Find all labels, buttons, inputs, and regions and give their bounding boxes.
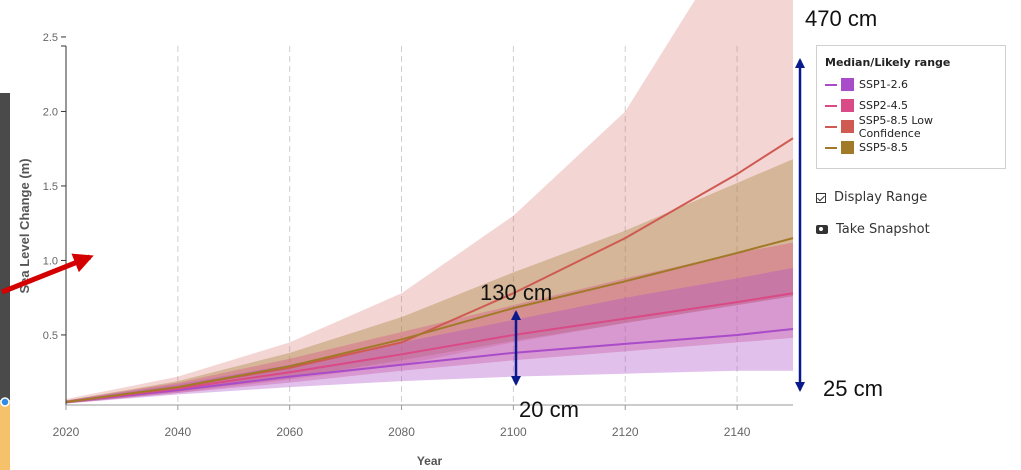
legend: Median/Likely range SSP1-2.6 SSP2-4.5 SS… bbox=[816, 45, 1006, 169]
legend-label: SSP5-8.5 Low Confidence bbox=[858, 113, 933, 140]
y-tick-label: 2.5 bbox=[43, 32, 58, 44]
edge-dot bbox=[0, 397, 10, 407]
annotation-130cm: 130 cm bbox=[480, 280, 553, 305]
legend-line bbox=[825, 104, 837, 107]
checkbox-checked-icon bbox=[816, 192, 826, 203]
range-band-3 bbox=[66, 159, 793, 404]
legend-line bbox=[825, 83, 837, 86]
legend-label: SSP2-4.5 bbox=[859, 99, 909, 112]
annotation-20cm: 20 cm bbox=[519, 397, 579, 422]
take-snapshot-button[interactable]: Take Snapshot bbox=[816, 222, 930, 237]
left-edge-strip bbox=[0, 0, 10, 470]
take-snapshot-label: Take Snapshot bbox=[836, 222, 930, 237]
x-tick-label: 2080 bbox=[388, 425, 415, 439]
x-axis-label: Year bbox=[417, 454, 443, 468]
legend-swatch bbox=[841, 141, 854, 154]
y-tick-label: 1.5 bbox=[43, 181, 58, 193]
annotation-470cm: 470 cm bbox=[805, 6, 878, 31]
legend-item-ssp2-4-5[interactable]: SSP2-4.5 bbox=[825, 95, 997, 116]
x-tick-label: 2060 bbox=[276, 425, 303, 439]
x-tick-label: 2120 bbox=[612, 425, 639, 439]
y-axis-label: Sea Level Change (m) bbox=[17, 158, 32, 293]
legend-item-ssp5-8-5[interactable]: SSP5-8.5 bbox=[825, 137, 997, 158]
median-line-1 bbox=[65, 292, 794, 403]
x-tick-label: 2040 bbox=[164, 425, 191, 439]
range-band-2 bbox=[66, 0, 793, 404]
y-tick-label: 1.0 bbox=[43, 255, 58, 267]
legend-label: SSP5-8.5 bbox=[859, 141, 909, 154]
legend-item-ssp1-2-6[interactable]: SSP1-2.6 bbox=[825, 74, 997, 95]
y-tick-label: 2.0 bbox=[43, 106, 58, 118]
annotation-25cm: 25 cm bbox=[823, 376, 883, 401]
x-tick-label: 2100 bbox=[500, 425, 527, 439]
median-line-0 bbox=[65, 327, 794, 403]
pointer-arrow bbox=[1, 253, 94, 295]
x-tick-label: 2140 bbox=[724, 425, 751, 439]
legend-line bbox=[825, 146, 837, 149]
legend-item-ssp5-8-5-low-confidence[interactable]: SSP5-8.5 Low Confidence bbox=[825, 113, 997, 140]
camera-icon bbox=[816, 225, 828, 234]
legend-title: Median/Likely range bbox=[825, 56, 951, 69]
display-range-label: Display Range bbox=[834, 190, 928, 205]
legend-swatch bbox=[841, 78, 854, 91]
legend-swatch bbox=[840, 120, 854, 133]
y-tick-label: 0.5 bbox=[43, 330, 58, 342]
legend-label: SSP1-2.6 bbox=[859, 78, 909, 91]
x-tick-label: 2020 bbox=[53, 425, 80, 439]
legend-swatch bbox=[841, 99, 854, 112]
range-band-0 bbox=[66, 267, 793, 404]
median-line-3 bbox=[65, 237, 794, 403]
range-band-1 bbox=[66, 242, 793, 404]
legend-line bbox=[825, 125, 837, 128]
display-range-toggle[interactable]: Display Range bbox=[816, 190, 927, 205]
